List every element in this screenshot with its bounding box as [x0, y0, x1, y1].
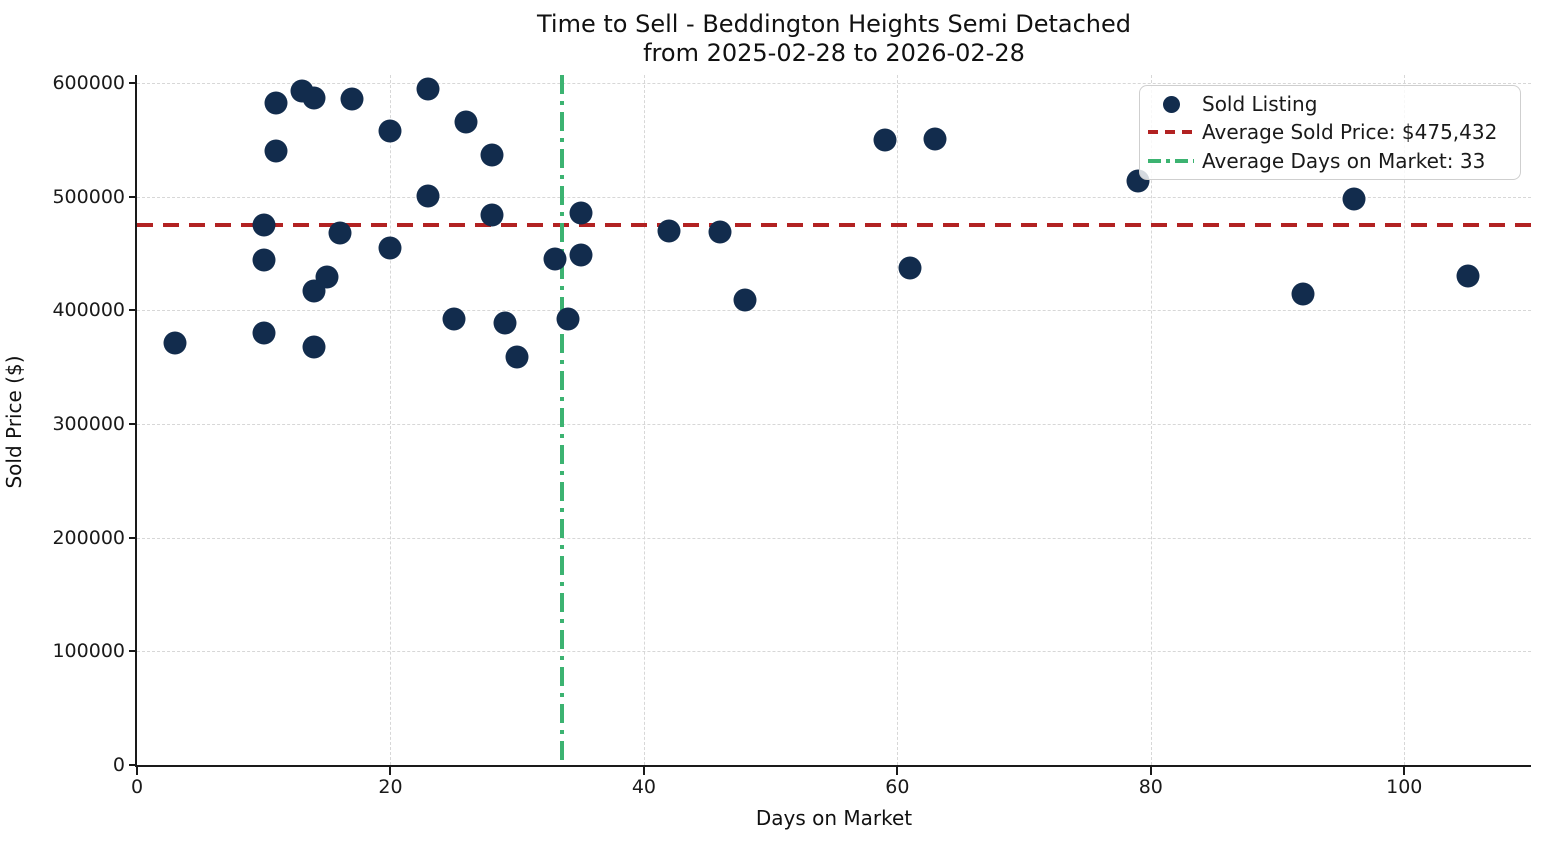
legend-label-avg-price: Average Sold Price: $475,432	[1202, 120, 1498, 145]
y-tick-label: 600000	[52, 72, 125, 94]
scatter-point	[328, 221, 352, 245]
scatter-point	[315, 265, 339, 289]
scatter-point	[543, 247, 567, 271]
scatter-point	[708, 220, 732, 244]
scatter-point	[1456, 264, 1480, 288]
y-tick-label: 100000	[52, 640, 125, 663]
scatter-point	[569, 201, 593, 225]
x-tick-label: 0	[130, 776, 144, 798]
scatter-point	[873, 128, 897, 152]
scatter-point	[733, 288, 757, 312]
y-axis-spine	[135, 75, 137, 767]
legend-label-avg-dom: Average Days on Market: 33	[1202, 148, 1486, 173]
gridline-horizontal	[137, 424, 1531, 425]
x-tick-mark	[1149, 767, 1152, 775]
legend-box: Sold Listing Average Sold Price: $475,43…	[1139, 85, 1521, 180]
y-tick-mark	[129, 82, 137, 84]
scatter-point	[264, 139, 288, 163]
scatter-point	[1342, 187, 1366, 211]
scatter-point	[378, 236, 402, 260]
dashed-line-icon	[1148, 130, 1194, 135]
scatter-point	[416, 77, 440, 101]
average-sold-price-line	[137, 222, 1531, 227]
gridline-vertical	[897, 75, 899, 765]
y-tick-mark	[129, 195, 137, 198]
chart-title-line2: from 2025-02-28 to 2026-02-28	[643, 39, 1025, 67]
scatter-point	[252, 248, 276, 272]
x-tick-label: 20	[378, 776, 403, 798]
scatter-point	[569, 243, 593, 267]
y-tick-label: 500000	[52, 185, 125, 208]
y-tick-label: 200000	[52, 526, 125, 549]
chart-title: Time to Sell - Beddington Heights Semi D…	[137, 10, 1531, 68]
scatter-point	[923, 127, 947, 151]
scatter-point	[454, 110, 478, 134]
average-days-on-market-line	[559, 75, 564, 765]
legend-item-sold-listing: Sold Listing	[1140, 90, 1520, 118]
y-tick-mark	[129, 764, 137, 766]
dashdot-line-icon	[1148, 158, 1194, 163]
gridline-horizontal	[137, 537, 1531, 539]
x-tick-mark	[389, 767, 392, 775]
gridline-horizontal	[137, 651, 1531, 653]
y-tick-label: 0	[112, 754, 125, 776]
x-tick-label: 80	[1138, 776, 1163, 798]
legend-item-avg-dom: Average Days on Market: 33	[1140, 147, 1520, 175]
x-tick-label: 40	[631, 776, 656, 798]
scatter-point	[480, 203, 504, 227]
y-tick-mark	[129, 309, 137, 312]
sold-listing-dot-icon	[1162, 95, 1180, 113]
scatter-point	[252, 213, 276, 237]
gridline-horizontal	[137, 310, 1531, 312]
scatter-point	[378, 119, 402, 143]
scatter-point	[252, 321, 276, 345]
gridline-vertical	[1404, 75, 1406, 765]
scatter-point	[163, 331, 187, 355]
scatter-point	[505, 345, 529, 369]
x-tick-mark	[136, 767, 138, 775]
x-tick-mark	[642, 767, 645, 775]
scatter-point	[657, 219, 681, 243]
scatter-point	[556, 307, 580, 331]
y-tick-label: 400000	[52, 299, 125, 322]
scatter-point	[442, 307, 466, 331]
x-tick-mark	[1403, 767, 1406, 775]
gridline-vertical	[390, 75, 392, 765]
scatter-point	[416, 184, 440, 208]
legend-label-sold-listing: Sold Listing	[1202, 92, 1318, 117]
plot-area	[137, 75, 1531, 765]
scatter-point	[302, 335, 326, 359]
x-axis-spine	[135, 765, 1531, 767]
gridline-horizontal	[137, 83, 1531, 84]
x-tick-mark	[896, 767, 899, 775]
scatter-point	[480, 143, 504, 167]
gridline-horizontal	[137, 196, 1531, 198]
scatter-point	[340, 87, 364, 111]
y-tick-mark	[129, 536, 137, 539]
scatter-point	[1291, 282, 1315, 306]
y-tick-mark	[129, 650, 137, 653]
chart-title-line1: Time to Sell - Beddington Heights Semi D…	[537, 10, 1131, 38]
scatter-point	[302, 86, 326, 110]
x-tick-label: 100	[1386, 776, 1423, 798]
y-tick-mark	[129, 423, 137, 425]
y-tick-label: 300000	[52, 413, 125, 435]
gridline-vertical	[643, 75, 645, 765]
legend-item-avg-price: Average Sold Price: $475,432	[1140, 118, 1520, 146]
gridline-vertical	[1150, 75, 1152, 765]
scatter-point	[898, 256, 922, 280]
scatter-point	[264, 91, 288, 115]
x-axis-label: Days on Market	[755, 806, 913, 830]
scatter-point	[493, 311, 516, 335]
x-tick-label: 60	[885, 776, 910, 798]
